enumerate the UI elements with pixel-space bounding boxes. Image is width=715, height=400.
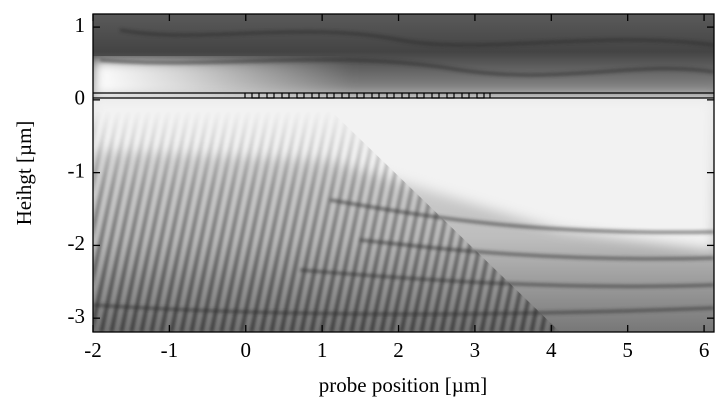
y-tick-label: -1 xyxy=(68,158,86,182)
x-tick-label: -2 xyxy=(84,338,102,362)
x-tick-label: 1 xyxy=(317,338,328,362)
y-axis-label: Heihgt [µm] xyxy=(12,121,36,226)
x-tick-label: -1 xyxy=(161,338,179,362)
x-tick-label: 3 xyxy=(470,338,481,362)
x-axis-label: probe position [µm] xyxy=(319,373,487,397)
x-tick-label: 6 xyxy=(699,338,710,362)
y-tick-label: 0 xyxy=(75,86,86,110)
x-tick-label: 2 xyxy=(393,338,404,362)
y-tick-label: -3 xyxy=(68,304,86,328)
x-tick-label: 0 xyxy=(241,338,252,362)
field-image xyxy=(93,14,714,332)
y-tick-label: -2 xyxy=(68,231,86,255)
y-tick-label: 1 xyxy=(75,13,86,37)
x-tick-label: 5 xyxy=(622,338,633,362)
x-tick-label: 4 xyxy=(546,338,557,362)
